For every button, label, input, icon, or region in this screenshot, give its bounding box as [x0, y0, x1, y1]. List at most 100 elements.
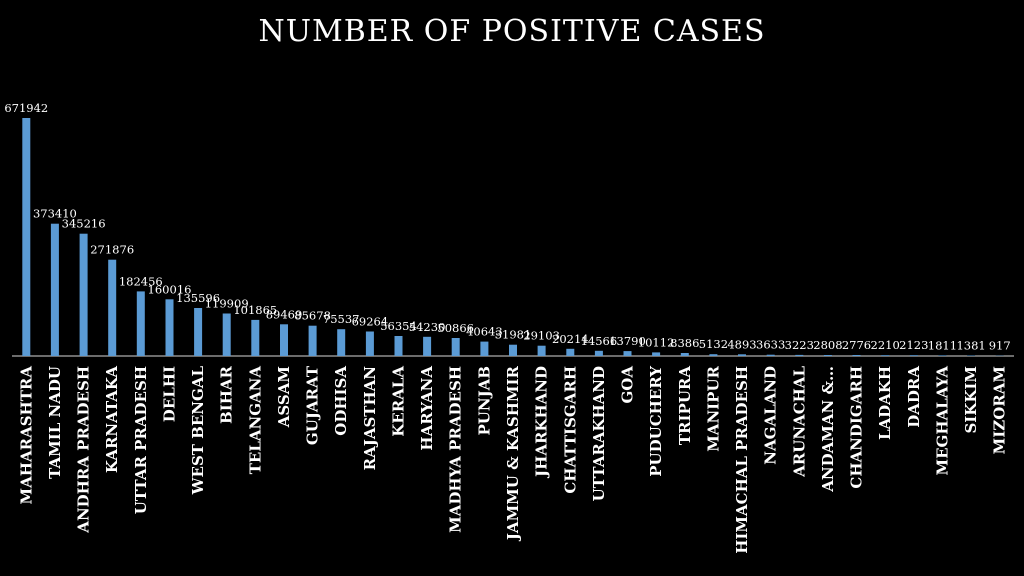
data-label-22: 13790 [609, 334, 646, 348]
data-label-2: 373410 [33, 207, 77, 221]
bar-18 [509, 344, 517, 356]
category-label-16: MADHYA PRADESH [447, 366, 465, 533]
data-label-20: 20214 [552, 332, 589, 346]
category-label-3: ANDHRA PRADESH [75, 366, 93, 534]
bar-30 [852, 355, 861, 356]
data-label-17: 40643 [466, 325, 503, 339]
data-label-15: 54230 [409, 320, 446, 334]
bar-33 [938, 355, 947, 356]
data-label-27: 3633 [756, 338, 785, 352]
bar-25 [709, 354, 718, 356]
data-label-26: 4893 [727, 337, 756, 351]
data-label-19: 29103 [523, 329, 560, 343]
data-label-24: 8386 [670, 336, 699, 350]
data-label-25: 5132 [699, 337, 728, 351]
data-label-5: 182456 [119, 274, 163, 288]
category-label-13: RAJASTHAN [361, 366, 379, 471]
category-label-9: TELANGANA [246, 366, 264, 475]
data-label-13: 69264 [352, 315, 389, 329]
bar-28 [795, 354, 804, 356]
category-label-30: CHANDIGARH [848, 366, 866, 489]
bar-9 [251, 319, 260, 356]
category-label-15: HARYANA [418, 366, 436, 451]
category-label-11: GUJARAT [304, 365, 322, 445]
bar-22 [623, 351, 632, 356]
bar-7 [194, 308, 203, 356]
data-label-14: 56354 [380, 319, 417, 333]
bar-14 [394, 336, 403, 356]
bar-20 [566, 348, 575, 356]
data-label-7: 135596 [176, 291, 220, 305]
data-label-10: 89469 [266, 307, 303, 321]
data-label-1: 671942 [4, 101, 48, 115]
data-label-31: 2210 [871, 338, 900, 352]
data-label-23: 10112 [638, 335, 675, 349]
data-label-8: 119909 [205, 297, 249, 311]
bar-23 [652, 352, 661, 356]
category-label-2: TAMIL NADU [46, 366, 64, 479]
chart-title: NUMBER OF POSITIVE CASES [258, 14, 766, 49]
category-label-35: MIZORAM [991, 366, 1009, 454]
bar-5 [136, 291, 145, 356]
bar-31 [881, 355, 890, 356]
bar-34 [967, 355, 976, 356]
bar-6 [165, 299, 174, 356]
data-label-3: 345216 [62, 217, 106, 231]
data-label-32: 2123 [899, 338, 928, 352]
category-label-4: KARNATAKA [103, 366, 121, 473]
category-label-34: SIKKIM [962, 366, 980, 434]
data-label-6: 160016 [148, 282, 192, 296]
category-label-25: MANIPUR [704, 365, 722, 451]
bar-2 [50, 223, 59, 356]
category-label-12: ODHISA [332, 366, 350, 436]
category-label-23: PUDUCHERY [647, 366, 665, 477]
bar-12 [337, 329, 346, 356]
category-label-17: PUNJAB [475, 366, 493, 436]
data-label-11: 85678 [294, 309, 331, 323]
data-label-4: 271876 [90, 243, 134, 257]
category-label-22: GOA [619, 366, 637, 404]
bar-15 [423, 336, 432, 356]
category-label-18: JAMMU & KASHMIR [504, 365, 522, 542]
data-label-33: 1811 [928, 338, 957, 352]
category-label-10: ASSAM [275, 366, 293, 428]
bar-3 [79, 233, 88, 356]
bar-26 [738, 354, 746, 356]
category-label-5: UTTAR PRADESH [132, 366, 150, 514]
data-label-28: 3223 [785, 338, 814, 352]
category-label-14: KERALA [390, 366, 408, 437]
bar-21 [594, 350, 603, 356]
data-label-18: 31981 [495, 328, 532, 342]
bar-19 [537, 345, 546, 356]
bar-4 [108, 259, 117, 356]
data-label-9: 101865 [233, 303, 277, 317]
category-label-28: ARUNACHAL [790, 366, 808, 478]
category-label-21: UTTARAKHAND [590, 366, 608, 501]
data-label-29: 2808 [813, 338, 842, 352]
category-label-1: MAHARASHTRA [17, 366, 35, 505]
bar-1 [22, 118, 31, 356]
data-label-12: 75537 [323, 312, 360, 326]
data-label-16: 50866 [437, 321, 474, 335]
bar-27 [766, 354, 775, 356]
data-label-30: 2776 [842, 338, 871, 352]
category-label-19: JHARKHAND [533, 366, 551, 479]
bar-29 [823, 355, 832, 356]
category-label-29: ANDAMAN &… [819, 366, 837, 493]
data-label-21: 14566 [581, 334, 618, 348]
bar-13 [365, 331, 374, 356]
bar-32 [909, 355, 918, 356]
category-label-8: BIHAR [218, 365, 236, 424]
bar-24 [680, 353, 689, 356]
bar-17 [480, 341, 489, 356]
category-label-27: NAGALAND [762, 366, 780, 465]
category-label-6: DELHI [161, 366, 179, 422]
category-label-32: DADRA [905, 366, 923, 428]
category-label-20: CHATTISGARH [561, 366, 579, 494]
category-label-31: LADAKH [876, 366, 894, 440]
data-label-34: 1381 [956, 339, 985, 353]
bar-10 [280, 324, 288, 356]
category-label-24: TRIPURA [676, 366, 694, 445]
